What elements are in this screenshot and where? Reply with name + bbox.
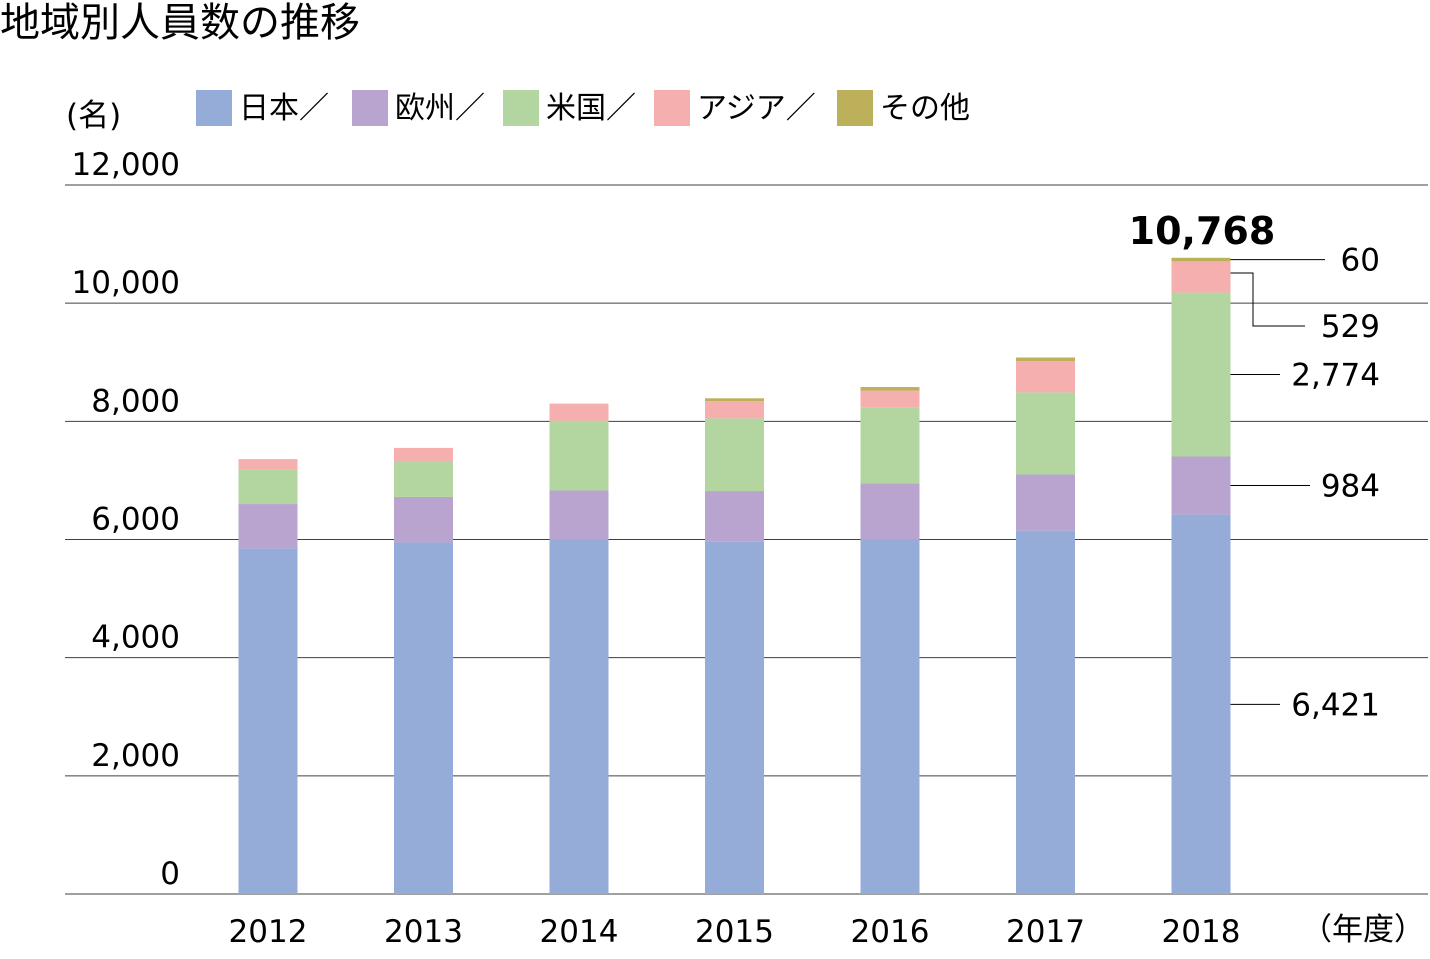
legend-label-asia: アジア／ (697, 91, 816, 126)
bar-segment-europe-2015 (705, 491, 764, 542)
legend-label-other: その他 (880, 91, 970, 126)
x-axis-ticks: 2012 2013 2014 2015 2016 2017 2018 (229, 914, 1241, 950)
bar-segment-europe-2013 (394, 496, 453, 543)
y-tick-label: 0 (160, 856, 180, 892)
bar-segment-japan-2017 (1016, 530, 1075, 894)
total-label-2018: 10,768 (1129, 209, 1276, 253)
bar-segment-asia-2013 (394, 447, 453, 461)
bar-segment-japan-2014 (549, 539, 609, 894)
bar-segment-usa-2015 (705, 418, 764, 492)
y-tick-label: 10,000 (72, 265, 180, 301)
bar-segment-usa-2012 (238, 469, 298, 505)
legend-label-usa: 米国／ (546, 91, 636, 126)
legend-label-japan: 日本／ (239, 91, 329, 126)
bar-segment-usa-2018 (1171, 292, 1231, 457)
bar-segment-usa-2017 (1016, 392, 1075, 475)
bar-segment-europe-2018 (1171, 456, 1231, 515)
x-tick-label: 2012 (229, 914, 308, 950)
x-tick-label: 2016 (851, 914, 930, 950)
legend-label-europe: 欧州／ (395, 91, 485, 126)
bar-segment-asia-2018 (1171, 261, 1231, 293)
legend-swatch-japan (196, 90, 232, 126)
bar-segment-europe-2017 (1016, 474, 1075, 531)
bar-segment-asia-2017 (1016, 361, 1075, 393)
x-tick-label: 2013 (384, 914, 463, 950)
y-tick-label: 8,000 (91, 383, 180, 419)
x-tick-label: 2017 (1006, 914, 1085, 950)
y-tick-label: 6,000 (91, 502, 180, 538)
annotation-asia-529: 529 (1321, 309, 1380, 345)
annotation-usa-2774: 2,774 (1291, 358, 1380, 394)
annotation-japan-6421: 6,421 (1291, 687, 1380, 723)
legend-swatch-usa (503, 90, 539, 126)
bar-segment-japan-2012 (238, 548, 298, 894)
bar-segment-usa-2013 (394, 460, 453, 497)
legend-swatch-other (837, 90, 873, 126)
bar-segment-other-2017 (1016, 357, 1075, 362)
bar-segment-other-2018 (1171, 257, 1231, 262)
bar-segment-other-2016 (860, 387, 920, 391)
bar-segment-asia-2016 (860, 390, 920, 408)
bar-segment-other-2015 (705, 398, 764, 402)
annotation-other-60: 60 (1341, 243, 1380, 279)
legend: 日本／ 欧州／ 米国／ アジア／ その他 (196, 90, 970, 126)
y-tick-label: 4,000 (91, 620, 180, 656)
y-axis-ticks: 0 2,000 4,000 6,000 8,000 10,000 12,000 (72, 147, 180, 892)
chart-title: 地域別人員数の推移 (0, 0, 360, 46)
x-tick-label: 2018 (1162, 914, 1241, 950)
y-tick-label: 12,000 (72, 147, 180, 183)
bar-segment-europe-2016 (860, 483, 920, 540)
bar-segment-asia-2014 (549, 403, 609, 421)
bar-segment-japan-2016 (860, 539, 920, 894)
bar-segment-asia-2015 (705, 401, 764, 419)
bar-segment-europe-2012 (238, 504, 298, 549)
x-tick-label: 2015 (695, 914, 774, 950)
bar-segment-japan-2013 (394, 542, 453, 894)
annotations: 60 529 2,774 984 6,421 (1230, 243, 1380, 723)
x-axis-unit-label: （年度） (1301, 912, 1425, 948)
legend-swatch-asia (654, 90, 690, 126)
x-tick-label: 2014 (540, 914, 619, 950)
bar-segment-asia-2012 (238, 459, 298, 470)
bar-segment-usa-2014 (549, 420, 609, 491)
bar-segment-europe-2014 (549, 490, 609, 540)
bar-segment-japan-2015 (705, 541, 764, 894)
legend-swatch-europe (352, 90, 388, 126)
y-axis-unit-label: (名) (66, 98, 121, 134)
bar-segment-japan-2018 (1171, 514, 1231, 894)
y-tick-label: 2,000 (91, 738, 180, 774)
annotation-leader-line (1230, 272, 1305, 327)
annotation-europe-984: 984 (1321, 469, 1380, 505)
bars (238, 257, 1231, 894)
bar-segment-usa-2016 (860, 407, 920, 484)
